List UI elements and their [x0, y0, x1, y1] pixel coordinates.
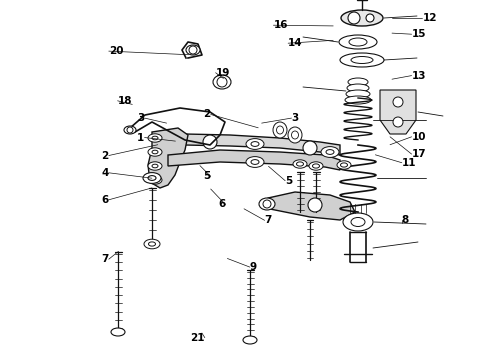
- Text: 20: 20: [109, 46, 123, 56]
- Text: 16: 16: [273, 20, 288, 30]
- Text: 21: 21: [190, 333, 205, 343]
- Circle shape: [303, 141, 317, 155]
- Ellipse shape: [152, 164, 158, 168]
- Ellipse shape: [148, 176, 156, 180]
- Ellipse shape: [259, 198, 275, 210]
- Ellipse shape: [148, 134, 162, 142]
- Circle shape: [393, 97, 403, 107]
- Polygon shape: [168, 150, 340, 170]
- Text: 18: 18: [118, 96, 132, 106]
- Ellipse shape: [143, 172, 161, 183]
- Text: 19: 19: [216, 68, 230, 78]
- Ellipse shape: [366, 14, 374, 22]
- Ellipse shape: [341, 163, 347, 167]
- Ellipse shape: [349, 38, 367, 46]
- Ellipse shape: [309, 162, 323, 170]
- Circle shape: [127, 127, 133, 133]
- Ellipse shape: [326, 150, 334, 154]
- Text: 14: 14: [288, 38, 303, 48]
- Text: 10: 10: [412, 132, 426, 142]
- Polygon shape: [168, 134, 340, 155]
- Ellipse shape: [345, 96, 371, 104]
- Text: 4: 4: [101, 168, 109, 178]
- Ellipse shape: [293, 160, 307, 168]
- Text: 13: 13: [412, 71, 426, 81]
- Ellipse shape: [148, 148, 162, 156]
- Ellipse shape: [148, 162, 162, 170]
- Text: 6: 6: [218, 199, 225, 210]
- Ellipse shape: [152, 178, 158, 182]
- Ellipse shape: [343, 213, 373, 231]
- Circle shape: [308, 198, 322, 212]
- Polygon shape: [380, 90, 416, 134]
- Ellipse shape: [148, 242, 155, 246]
- Ellipse shape: [111, 328, 125, 336]
- Text: 3: 3: [137, 113, 145, 123]
- Circle shape: [217, 77, 227, 87]
- Text: 6: 6: [101, 195, 109, 205]
- Ellipse shape: [144, 239, 160, 249]
- Ellipse shape: [124, 126, 136, 134]
- Text: 9: 9: [250, 262, 257, 272]
- Ellipse shape: [348, 78, 368, 86]
- Text: 2: 2: [101, 150, 109, 161]
- Ellipse shape: [251, 159, 259, 165]
- Ellipse shape: [276, 126, 284, 134]
- Text: 17: 17: [412, 149, 426, 159]
- Ellipse shape: [337, 161, 351, 169]
- Ellipse shape: [313, 164, 319, 168]
- Text: 12: 12: [422, 13, 437, 23]
- Ellipse shape: [292, 131, 298, 139]
- Ellipse shape: [246, 157, 264, 167]
- Polygon shape: [265, 192, 355, 220]
- Ellipse shape: [243, 336, 257, 344]
- Ellipse shape: [246, 139, 264, 149]
- Ellipse shape: [339, 35, 377, 49]
- Ellipse shape: [351, 57, 373, 63]
- Ellipse shape: [152, 150, 158, 154]
- Text: 3: 3: [292, 113, 299, 123]
- Text: 2: 2: [203, 109, 211, 120]
- Ellipse shape: [186, 45, 200, 55]
- Ellipse shape: [251, 141, 259, 147]
- Polygon shape: [148, 128, 188, 188]
- Ellipse shape: [288, 127, 302, 143]
- Ellipse shape: [296, 162, 303, 166]
- Ellipse shape: [346, 90, 370, 98]
- Text: 7: 7: [101, 254, 109, 264]
- Circle shape: [393, 117, 403, 127]
- Text: 7: 7: [265, 215, 272, 225]
- Ellipse shape: [341, 10, 383, 26]
- Ellipse shape: [351, 217, 365, 226]
- Text: 5: 5: [285, 176, 293, 186]
- Circle shape: [189, 46, 197, 54]
- Text: 8: 8: [402, 215, 409, 225]
- Ellipse shape: [213, 75, 231, 89]
- Ellipse shape: [148, 176, 162, 184]
- Text: 5: 5: [203, 171, 211, 181]
- Text: 15: 15: [412, 29, 426, 39]
- Ellipse shape: [273, 122, 287, 138]
- Text: 11: 11: [402, 158, 416, 168]
- Ellipse shape: [321, 147, 339, 157]
- Ellipse shape: [348, 12, 360, 24]
- Ellipse shape: [152, 136, 158, 140]
- Text: 1: 1: [137, 132, 145, 143]
- Circle shape: [203, 135, 217, 149]
- Ellipse shape: [340, 53, 384, 67]
- Circle shape: [263, 200, 271, 208]
- Ellipse shape: [347, 84, 369, 92]
